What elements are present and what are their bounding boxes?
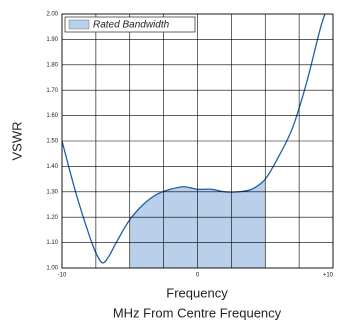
y-tick-label: 1.80 <box>46 62 58 68</box>
legend-swatch <box>68 19 90 30</box>
y-tick-label: 1.00 <box>46 266 58 272</box>
x-axis-label: Frequency <box>166 285 228 300</box>
y-tick-label: 1.30 <box>46 189 58 195</box>
plot-frame <box>61 13 334 269</box>
y-tick-label: 1.50 <box>46 139 58 145</box>
y-tick-label: 1.70 <box>46 88 58 94</box>
x-tick-label: 0 <box>196 273 200 279</box>
y-tick-label: 2.00 <box>46 12 58 18</box>
y-tick-label: 1.60 <box>46 113 58 119</box>
x-tick-label: +10 <box>323 273 334 279</box>
y-tick-label: 1.40 <box>46 164 58 170</box>
x-axis-sublabel: MHz From Centre Frequency <box>113 305 282 320</box>
y-tick-label: 1.10 <box>46 240 58 246</box>
y-tick-label: 1.90 <box>46 37 58 43</box>
vswr-line <box>62 14 326 264</box>
x-tick-label: -10 <box>58 273 67 279</box>
legend-box <box>64 16 196 33</box>
legend-label: Rated Bandwidth <box>93 20 170 31</box>
y-tick-label: 1.20 <box>46 215 58 221</box>
y-axis-label: VSWR <box>9 122 24 161</box>
